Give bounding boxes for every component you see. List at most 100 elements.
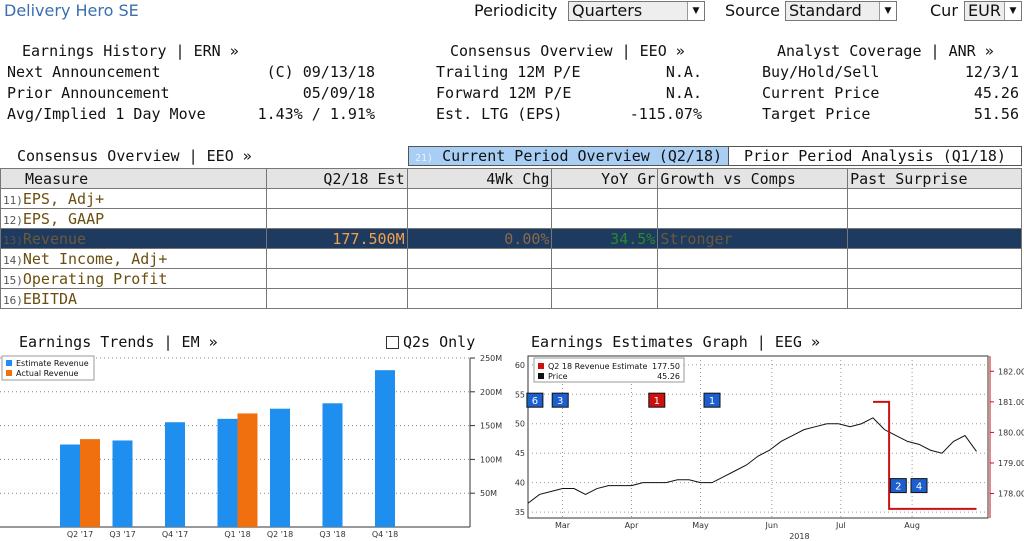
analyst-coverage-link[interactable]: Analyst Coverage | ANR » [777, 42, 994, 60]
consensus-table-link[interactable]: Consensus Overview | EEO » [17, 147, 252, 165]
column-header[interactable]: Growth vs Comps [657, 168, 849, 189]
column-header[interactable]: Q2/18 Est [265, 168, 408, 189]
x-tick-label: Jul [835, 521, 846, 530]
legend-swatch [6, 360, 12, 366]
measure-name[interactable]: EPS, GAAP [22, 209, 105, 228]
x-year-label: 2018 [789, 532, 809, 541]
earnings-history-link[interactable]: Earnings History | ERN » [22, 42, 239, 60]
column-header[interactable]: 4Wk Chg [406, 168, 553, 189]
estimate-bar [375, 370, 395, 527]
marker-label: 2 [895, 482, 901, 493]
table-row[interactable]: 14)Net Income, Adj+ [0, 248, 1022, 269]
q2s-only-checkbox[interactable]: Q2s Only [386, 333, 475, 351]
row-number: 13) [3, 233, 23, 247]
row-number: 15) [3, 273, 23, 287]
earnings-estimates-graph-link[interactable]: Earnings Estimates Graph | EEG » [531, 333, 820, 351]
x-tick-label: Q3 '18 [319, 530, 345, 539]
estimate-bar [112, 440, 133, 527]
estimate-bar [270, 408, 290, 527]
x-tick-label: May [692, 521, 709, 530]
measure-name[interactable]: EBITDA [22, 289, 78, 308]
column-header[interactable]: Measure [0, 168, 267, 189]
table-header: Measure Q2/18 Est 4Wk Chg YoY Gr Growth … [0, 168, 1022, 189]
earnings-trends-link[interactable]: Earnings Trends | EM » [19, 333, 218, 351]
right-y-tick-label: 182.00 [998, 367, 1024, 376]
periodicity-select[interactable]: Quarters ▼ [568, 1, 705, 21]
y-tick-label: 250M [480, 354, 502, 363]
marker-box [551, 392, 569, 408]
buy-hold-sell-value: 12/3/1 [964, 63, 1019, 81]
next-announcement-label: Next Announcement [7, 63, 161, 81]
x-tick-label: Q4 '18 [372, 530, 398, 539]
x-tick-label: Q2 '17 [67, 530, 93, 539]
legend-swatch [6, 370, 12, 376]
tab-current-label: Current Period Overview (Q2/18) [442, 147, 723, 165]
current-price-value: 45.26 [973, 84, 1019, 102]
price-line [527, 417, 977, 504]
legend-box [1, 355, 95, 381]
revision-marker: 1 [703, 392, 721, 408]
revision-marker: 3 [551, 392, 569, 408]
revenue-4wk-chg: 0.00% [406, 228, 553, 249]
currency-select[interactable]: EUR ▼ [964, 1, 1022, 21]
revenue-yoy: 34.5% [551, 228, 659, 249]
legend-swatch [538, 373, 544, 379]
source-select[interactable]: Standard ▼ [785, 1, 897, 21]
estimate-bar [60, 444, 80, 527]
periodicity-label: Periodicity [474, 1, 558, 20]
x-tick-label: Aug [904, 521, 920, 530]
column-header[interactable]: YoY Gr [551, 168, 659, 189]
cur-label: Cur [930, 1, 958, 20]
marker-box [703, 392, 721, 408]
x-tick-label: Q2 '18 [267, 530, 293, 539]
x-tick-label: Jun [765, 521, 779, 530]
actual-bar [80, 439, 100, 527]
current-price-label: Current Price [762, 84, 880, 102]
prior-announcement-value: 05/09/18 [302, 84, 375, 102]
marker-label: 1 [654, 396, 660, 407]
column-header[interactable]: Past Surprise [847, 168, 1022, 189]
earnings-trends-chart: 50M 100M 150M 200M 250M Q2 '17 Q3 '17 Q4 '17 Q1 … [0, 354, 502, 539]
checkbox-box[interactable] [386, 336, 399, 349]
table-row[interactable]: 11)EPS, Adj+ [0, 188, 1022, 209]
marker-label: 4 [916, 482, 922, 493]
measure-name[interactable]: EPS, Adj+ [22, 189, 105, 208]
estimate-bar [217, 418, 238, 527]
left-y-tick-label: 40 [515, 479, 525, 488]
chevron-down-icon[interactable]: ▼ [1004, 2, 1021, 20]
x-tick-label: Mar [555, 521, 571, 530]
right-y-tick-label: 179.00 [998, 459, 1024, 468]
chart-legend: Q2 18 Revenue Estimate 177.50 Price 45.26 [533, 357, 685, 383]
avg-move-value: 1.43% / 1.91% [257, 105, 375, 123]
row-number: 16) [3, 293, 23, 307]
table-row[interactable]: 16)EBITDA [0, 288, 1022, 309]
marker-box [648, 392, 666, 408]
legend-label: Q2 18 Revenue Estimate [548, 362, 647, 371]
table-row[interactable]: 12)EPS, GAAP [0, 208, 1022, 229]
legend-label: Price [548, 372, 568, 381]
measure-name[interactable]: Operating Profit [22, 269, 168, 288]
tab-prior-period[interactable]: Prior Period Analysis (Q1/18) [728, 146, 1022, 166]
x-tick-label: Q3 '17 [109, 530, 135, 539]
trailing-pe-value: N.A. [665, 63, 702, 81]
actual-bar [237, 413, 258, 527]
y-tick-label: 50M [480, 489, 497, 498]
tab-current-period[interactable]: 21) Current Period Overview (Q2/18) [408, 146, 729, 166]
left-y-tick-label: 45 [515, 449, 525, 458]
marker-label: 1 [709, 396, 715, 407]
chevron-down-icon[interactable]: ▼ [879, 2, 896, 20]
chevron-down-icon[interactable]: ▼ [687, 2, 704, 20]
measure-name[interactable]: Revenue [22, 229, 87, 248]
table-row-selected[interactable]: 13)Revenue 177.500M 0.00% 34.5% Stronger [0, 228, 1022, 249]
left-y-tick-label: 50 [515, 420, 525, 429]
row-number: 12) [3, 213, 23, 227]
table-row[interactable]: 15)Operating Profit [0, 268, 1022, 289]
consensus-overview-link[interactable]: Consensus Overview | EEO » [450, 42, 685, 60]
marker-box [889, 478, 907, 494]
right-y-tick-label: 181.00 [998, 398, 1024, 407]
y-tick-label: 100M [480, 455, 502, 464]
estimate-bar [165, 422, 185, 527]
measure-name[interactable]: Net Income, Adj+ [22, 249, 168, 268]
y-tick-label: 150M [480, 422, 502, 431]
